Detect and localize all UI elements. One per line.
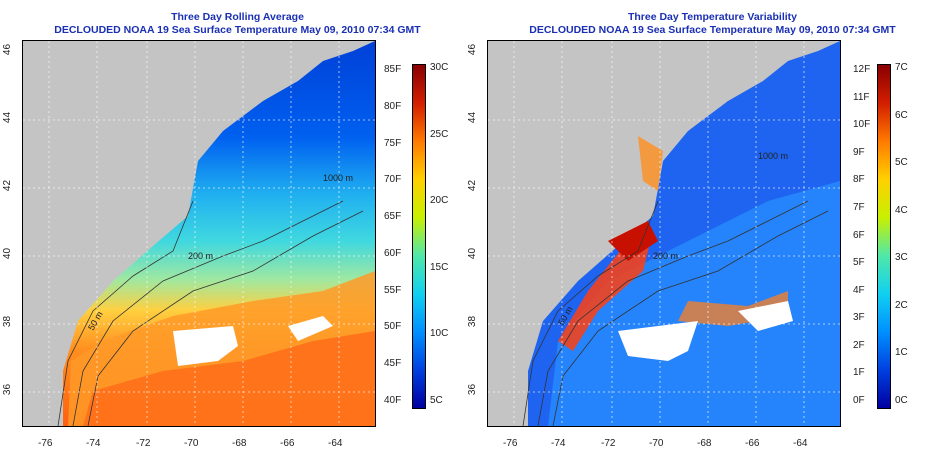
right-contour-1000m: [552, 210, 829, 426]
left-lon-66: -66: [280, 438, 295, 449]
right-contour-label-200: 200 m: [653, 251, 678, 261]
right-colorbar-f-label: 11F: [853, 91, 870, 103]
left-contour-200m: [72, 200, 344, 426]
right-lon-72: -72: [601, 438, 616, 449]
right-map-image: 1000 m 200 m 50 m: [488, 41, 840, 426]
right-title: Three Day Temperature Variability: [627, 11, 798, 23]
right-lat-44: 44: [467, 111, 479, 124]
left-colorbar-c-label: 15C: [430, 261, 449, 273]
right-lon-64: -64: [793, 438, 808, 449]
right-lon-66: -66: [745, 438, 760, 449]
right-colorbar-c-label: 3C: [895, 252, 908, 264]
left-cloud-patch: [173, 326, 238, 366]
right-contour-label-1000: 1000 m: [758, 151, 788, 161]
right-colorbar-f-label: 5F: [853, 257, 865, 269]
left-map-image: 1000 m 200 m 50 m: [23, 41, 375, 426]
right-lon-70: -70: [649, 438, 664, 449]
right-colorbar-f-label: 9F: [853, 146, 865, 158]
left-colorbar-f-label: 45F: [384, 358, 402, 370]
left-colorbar-c-label: 25C: [430, 128, 449, 140]
right-colorbar-f-label: 2F: [853, 339, 865, 351]
left-colorbar-f-label: 70F: [384, 174, 402, 186]
left-colorbar-f-label: 55F: [384, 284, 402, 296]
left-colorbar-f-label: 75F: [384, 137, 402, 149]
right-lon-76: -76: [503, 438, 518, 449]
left-lat-44: 44: [2, 111, 14, 124]
right-colorbar-f-label: 1F: [853, 367, 865, 379]
right-colorbar-f-label: 12F: [853, 64, 871, 75]
right-contour-50m: [522, 200, 659, 426]
right-colorbar-c-label: 7C: [895, 62, 908, 73]
left-colorbar-f-label: 85F: [384, 64, 402, 75]
left-lat-46: 46: [2, 43, 14, 56]
left-lat-38: 38: [2, 315, 14, 328]
right-colorbar-c-label: 4C: [895, 204, 908, 216]
right-cloud-patch-2: [738, 301, 793, 331]
left-colorbar-c-label: 30C: [430, 62, 449, 73]
left-lon-74: -74: [86, 438, 101, 449]
left-colorbar-f-label: 80F: [384, 100, 402, 112]
left-lon-68: -68: [232, 438, 247, 449]
right-colorbar-f-label: 6F: [853, 229, 865, 241]
left-contour-label-1000: 1000 m: [323, 173, 353, 183]
left-cloud-patch-2: [288, 316, 333, 341]
left-lon-72: -72: [136, 438, 151, 449]
left-colorbar-f-label: 65F: [384, 211, 402, 223]
left-colorbar-f-label: 60F: [384, 247, 402, 259]
left-colorbar-c-label: 20C: [430, 195, 449, 207]
left-lon-76: -76: [38, 438, 53, 449]
right-subtitle: DECLOUDED NOAA 19 Sea Surface Temperatur…: [529, 24, 896, 36]
right-lat-46: 46: [467, 43, 479, 56]
right-colorbar-c-label: 6C: [895, 109, 908, 121]
right-lat-40: 40: [467, 247, 479, 260]
right-contour-200m: [537, 200, 809, 426]
right-lon-68: -68: [697, 438, 712, 449]
left-hot-band: [83, 331, 375, 426]
right-colorbar-f-label: 4F: [853, 284, 865, 296]
left-contour-50m: [57, 200, 194, 426]
right-panel: Three Day Temperature Variability DECLOU…: [467, 0, 950, 475]
right-colorbar-c-label: 1C: [895, 347, 908, 359]
left-lon-70: -70: [184, 438, 199, 449]
left-lon-64: -64: [328, 438, 343, 449]
left-lat-42: 42: [2, 179, 14, 192]
right-lon-74: -74: [551, 438, 566, 449]
left-contour-label-200: 200 m: [188, 251, 213, 261]
right-colorbar-f-label: 0F: [853, 395, 865, 406]
left-colorbar: [412, 64, 426, 409]
left-subtitle: DECLOUDED NOAA 19 Sea Surface Temperatur…: [54, 24, 421, 36]
left-graticule: [23, 41, 375, 426]
right-colorbar-f-label: 7F: [853, 201, 865, 213]
right-colorbar-f-label: 10F: [853, 119, 871, 131]
right-colorbar: [877, 64, 891, 409]
left-colorbar-f-label: 40F: [384, 395, 402, 406]
right-colorbar-f-label: 8F: [853, 174, 865, 186]
left-lat-36: 36: [2, 383, 14, 396]
left-map[interactable]: 1000 m 200 m 50 m: [22, 40, 376, 427]
right-lat-38: 38: [467, 315, 479, 328]
right-graticule: [488, 41, 840, 426]
right-variability-hot: [608, 221, 658, 261]
left-colorbar-c-label: 5C: [430, 395, 443, 406]
right-lat-36: 36: [467, 383, 479, 396]
right-map[interactable]: 1000 m 200 m 50 m: [487, 40, 841, 427]
left-lat-40: 40: [2, 247, 14, 260]
right-colorbar-c-label: 0C: [895, 395, 908, 406]
right-lat-42: 42: [467, 179, 479, 192]
left-panel: Three Day Rolling Average DECLOUDED NOAA…: [2, 11, 449, 449]
left-colorbar-c-label: 10C: [430, 328, 449, 340]
left-contour-1000m: [87, 210, 364, 426]
right-cloud-patch: [618, 321, 698, 361]
right-colorbar-f-label: 3F: [853, 312, 865, 324]
right-variability-high: [558, 231, 653, 351]
right-colorbar-c-label: 5C: [895, 157, 908, 169]
right-variability-warm: [638, 136, 663, 191]
right-colorbar-c-label: 2C: [895, 299, 908, 311]
left-colorbar-f-label: 50F: [384, 321, 402, 333]
left-title: Three Day Rolling Average: [171, 11, 304, 23]
